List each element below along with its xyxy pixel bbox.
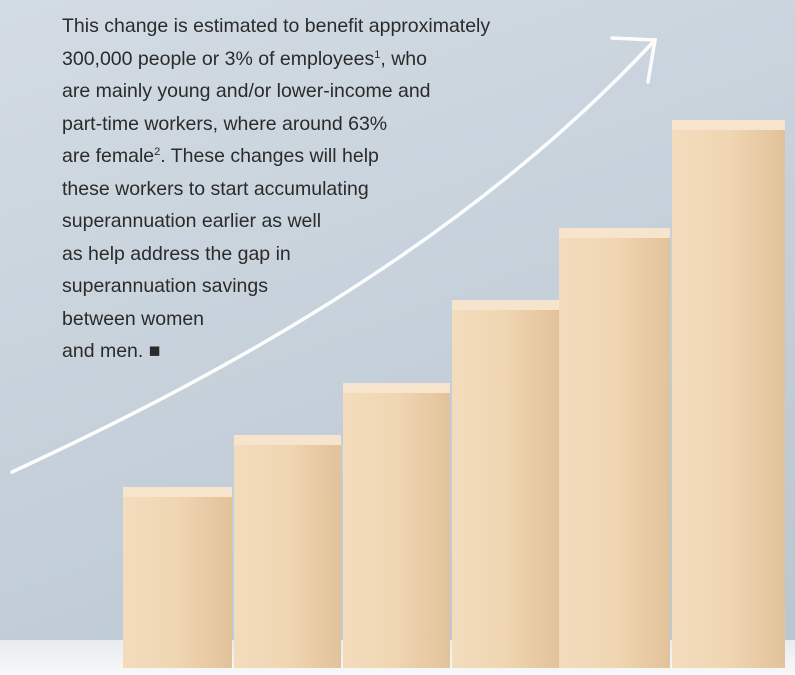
text-run: This change is estimated to benefit appr… [62,15,490,37]
text-line: as help address the gap in [62,238,490,271]
text-line: superannuation earlier as well [62,205,490,238]
text-line: This change is estimated to benefit appr… [62,10,490,43]
text-line: these workers to start accumulating [62,173,490,206]
text-run: as help address the gap in [62,243,291,265]
text-run: superannuation earlier as well [62,210,321,232]
text-line: superannuation savings [62,270,490,303]
text-run: . These changes will help [160,145,379,167]
text-line: and men. ■ [62,335,490,368]
block-top [343,383,450,393]
block [234,435,341,668]
text-line: part-time workers, where around 63% [62,108,490,141]
text-run: , who [380,48,427,70]
text-run: and men. ■ [62,340,161,362]
text-run: 300,000 people or 3% of employees [62,48,374,70]
text-run: are female [62,145,154,167]
text-line: between women [62,303,490,336]
block-top [559,228,670,238]
text-run: these workers to start accumulating [62,178,369,200]
block-top [234,435,341,445]
text-run: part-time workers, where around 63% [62,113,387,135]
block [343,383,450,668]
text-line: are female2. These changes will help [62,140,490,173]
page: This change is estimated to benefit appr… [0,0,795,675]
text-run: between women [62,308,204,330]
body-text: This change is estimated to benefit appr… [62,10,490,368]
text-line: are mainly young and/or lower-income and [62,75,490,108]
block [672,120,785,668]
text-line: 300,000 people or 3% of employees1, who [62,43,490,76]
block [123,487,232,668]
block-top [123,487,232,497]
block [559,228,670,668]
block-top [672,120,785,130]
text-run: superannuation savings [62,275,268,297]
text-run: are mainly young and/or lower-income and [62,80,431,102]
